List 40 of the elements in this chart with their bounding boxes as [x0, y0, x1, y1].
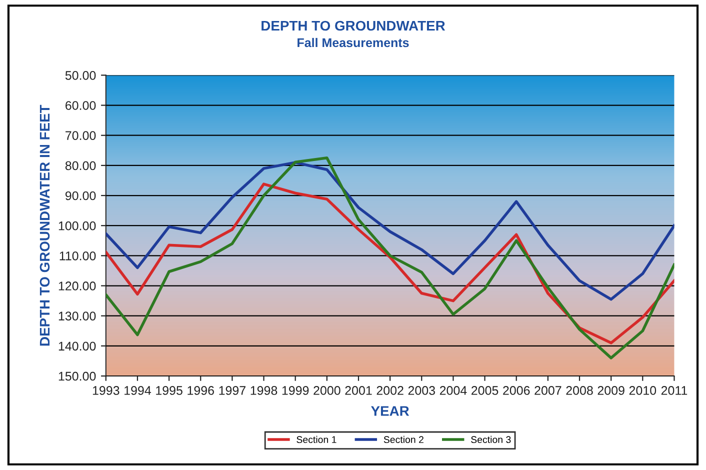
- x-axis-title: YEAR: [371, 406, 410, 416]
- y-tick-label: 120.00: [58, 282, 96, 290]
- x-tick-label: 2003: [408, 386, 435, 395]
- x-tick-label: 2009: [598, 386, 624, 395]
- x-tick-label: 1994: [124, 386, 152, 395]
- y-tick-label: 100.00: [58, 221, 96, 230]
- x-tick-label: 2008: [566, 386, 593, 395]
- x-tick-label: 2006: [503, 386, 530, 395]
- x-tick-label: 1995: [156, 386, 182, 395]
- chart-subtitle: Fall Measurements: [298, 38, 409, 48]
- x-tick-label: 2002: [376, 386, 404, 395]
- line-series: [106, 156, 674, 360]
- x-tick-label: 1997: [219, 386, 246, 395]
- line-series: [106, 182, 674, 344]
- y-tick-label: 150.00: [58, 372, 96, 381]
- legend-label: Section 3: [471, 436, 511, 444]
- y-tick-label: 70.00: [66, 131, 96, 140]
- chart-title: DEPTH TO GROUNDWATER: [262, 20, 446, 31]
- x-tick-label: 2001: [345, 386, 372, 395]
- y-tick-label: 90.00: [65, 191, 96, 200]
- x-tick-label: 2011: [661, 386, 688, 395]
- y-tick-label: 140.00: [58, 342, 96, 351]
- legend-label: Section 2: [384, 436, 424, 444]
- y-tick-label: 50.00: [65, 71, 96, 80]
- y-tick-label: 110.00: [60, 251, 96, 260]
- x-tick-label: 2000: [314, 386, 340, 395]
- y-tick-label: 80.00: [65, 161, 96, 170]
- y-tick-label: 130.00: [58, 312, 96, 320]
- x-tick-label: 1999: [282, 386, 309, 395]
- x-tick-label: 2007: [534, 386, 562, 395]
- line-series: [106, 161, 674, 301]
- x-tick-label: 2004: [440, 386, 467, 395]
- x-tick-label: 1996: [188, 386, 214, 395]
- x-tick-label: 1998: [250, 386, 278, 395]
- x-tick-label: 1993: [92, 386, 120, 395]
- y-tick-label: 60.00: [66, 101, 96, 110]
- x-tick-label: 2005: [472, 386, 498, 395]
- x-tick-label: 2010: [629, 386, 656, 395]
- y-axis-title: DEPTH TO GROUNDWATER IN FEET: [40, 104, 50, 346]
- legend-label: Section 1: [296, 436, 336, 444]
